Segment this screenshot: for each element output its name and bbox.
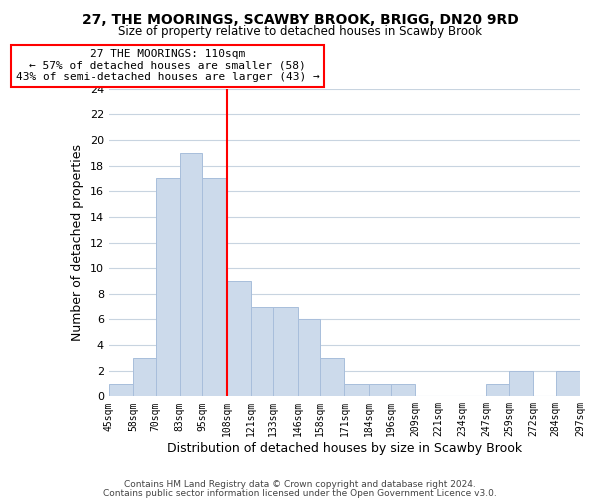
- Bar: [320, 358, 344, 397]
- Bar: [298, 320, 320, 396]
- Text: 27 THE MOORINGS: 110sqm
← 57% of detached houses are smaller (58)
43% of semi-de: 27 THE MOORINGS: 110sqm ← 57% of detache…: [16, 49, 320, 82]
- Bar: [133, 358, 155, 397]
- Text: Size of property relative to detached houses in Scawby Brook: Size of property relative to detached ho…: [118, 25, 482, 38]
- Bar: [274, 306, 298, 396]
- Bar: [251, 306, 274, 396]
- Bar: [368, 384, 391, 396]
- Bar: [227, 281, 251, 396]
- Bar: [391, 384, 415, 396]
- Bar: [487, 384, 509, 396]
- Bar: [202, 178, 227, 396]
- Y-axis label: Number of detached properties: Number of detached properties: [71, 144, 84, 341]
- X-axis label: Distribution of detached houses by size in Scawby Brook: Distribution of detached houses by size …: [167, 442, 522, 455]
- Bar: [556, 370, 580, 396]
- Text: 27, THE MOORINGS, SCAWBY BROOK, BRIGG, DN20 9RD: 27, THE MOORINGS, SCAWBY BROOK, BRIGG, D…: [82, 12, 518, 26]
- Bar: [344, 384, 368, 396]
- Text: Contains HM Land Registry data © Crown copyright and database right 2024.: Contains HM Land Registry data © Crown c…: [124, 480, 476, 489]
- Bar: [109, 384, 133, 396]
- Text: Contains public sector information licensed under the Open Government Licence v3: Contains public sector information licen…: [103, 488, 497, 498]
- Bar: [155, 178, 180, 396]
- Bar: [509, 370, 533, 396]
- Bar: [180, 153, 202, 396]
